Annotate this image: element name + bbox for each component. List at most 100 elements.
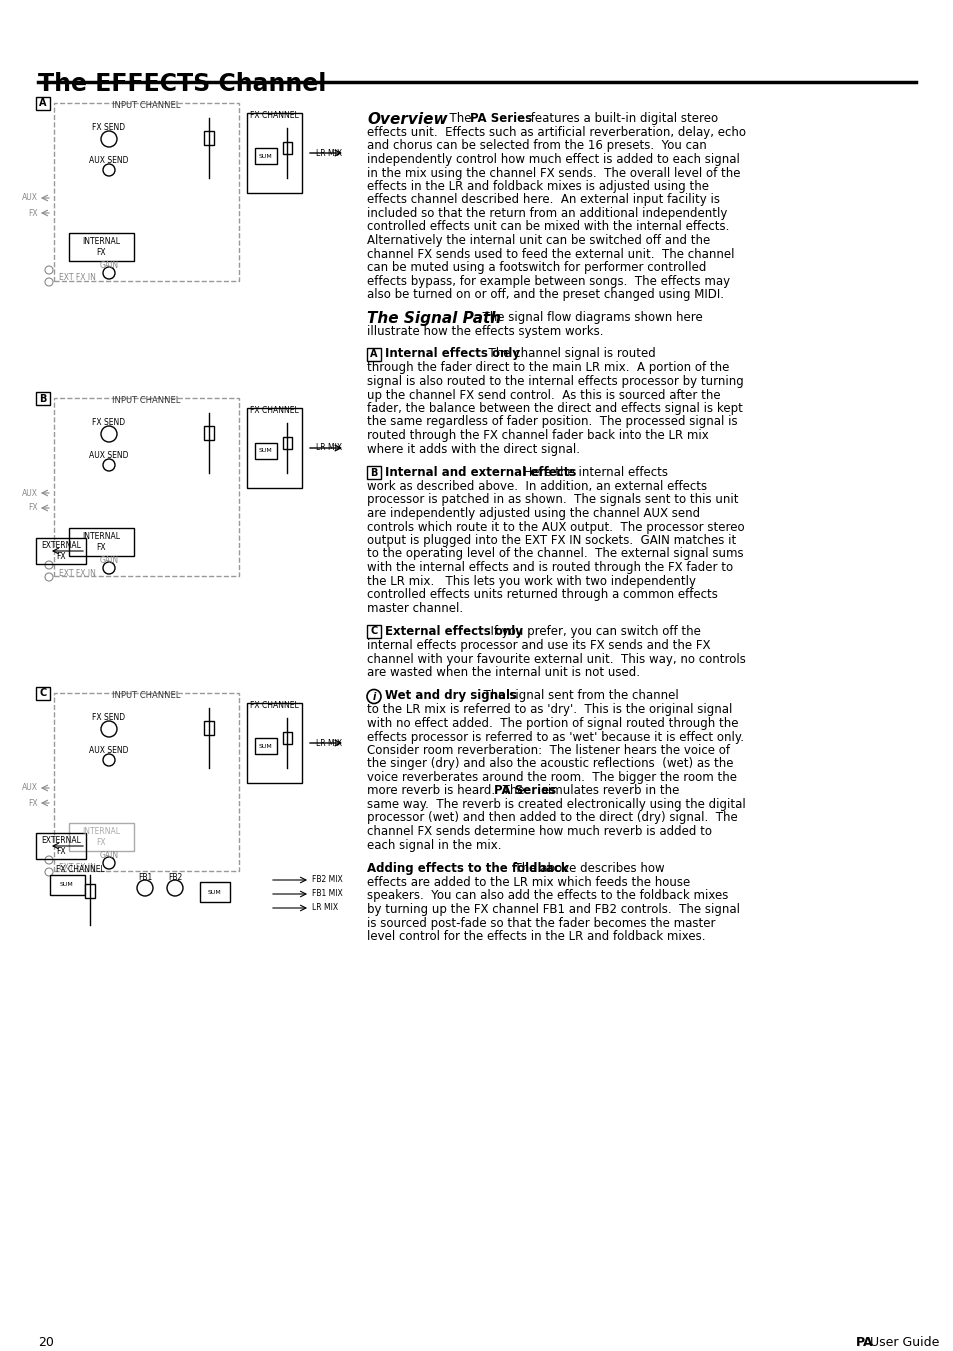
- Text: channel FX sends determine how much reverb is added to: channel FX sends determine how much reve…: [367, 825, 711, 838]
- Bar: [254, 738, 276, 754]
- Text: FX CHANNEL: FX CHANNEL: [250, 111, 298, 120]
- Circle shape: [167, 880, 183, 896]
- Circle shape: [101, 426, 117, 442]
- Text: AUX SEND: AUX SEND: [90, 451, 129, 459]
- Text: FB1 MIX: FB1 MIX: [312, 889, 342, 898]
- Text: FX: FX: [29, 504, 38, 512]
- Text: voice reverberates around the room.  The bigger the room the: voice reverberates around the room. The …: [367, 771, 737, 784]
- Text: more reverb is heard.  The: more reverb is heard. The: [367, 785, 528, 797]
- Text: LR MIX: LR MIX: [315, 149, 341, 158]
- Text: A: A: [39, 99, 47, 108]
- Text: EXTERNAL
FX: EXTERNAL FX: [41, 542, 81, 561]
- Text: B: B: [370, 467, 377, 477]
- Text: FX CHANNEL: FX CHANNEL: [55, 865, 104, 874]
- Bar: [254, 443, 276, 459]
- Text: The signal sent from the channel: The signal sent from the channel: [476, 689, 678, 703]
- Text: routed through the FX channel fader back into the LR mix: routed through the FX channel fader back…: [367, 430, 708, 442]
- Text: controls which route it to the AUX output.  The processor stereo: controls which route it to the AUX outpu…: [367, 520, 744, 534]
- Text: GAIN: GAIN: [99, 261, 118, 270]
- Bar: [283, 436, 292, 449]
- Text: INTERNAL
FX: INTERNAL FX: [82, 532, 120, 551]
- Circle shape: [103, 754, 115, 766]
- Bar: [54, 693, 239, 871]
- Text: PA Series: PA Series: [470, 112, 532, 126]
- Text: FX SEND: FX SEND: [92, 417, 126, 427]
- Bar: [204, 721, 213, 735]
- Text: through the fader direct to the main LR mix.  A portion of the: through the fader direct to the main LR …: [367, 362, 729, 374]
- Text: Internal and external effects: Internal and external effects: [385, 466, 576, 480]
- Bar: [69, 823, 133, 851]
- Text: up the channel FX send control.  As this is sourced after the: up the channel FX send control. As this …: [367, 389, 720, 401]
- Text: internal effects processor and use its FX sends and the FX: internal effects processor and use its F…: [367, 639, 710, 653]
- Circle shape: [103, 857, 115, 869]
- Text: fader, the balance between the direct and effects signal is kept: fader, the balance between the direct an…: [367, 403, 742, 415]
- Bar: [247, 113, 302, 193]
- Text: GAIN: GAIN: [99, 851, 118, 861]
- Bar: [36, 688, 50, 700]
- Text: controlled effects units returned through a common effects: controlled effects units returned throug…: [367, 588, 717, 601]
- Bar: [247, 408, 302, 488]
- Bar: [367, 466, 380, 480]
- Text: master channel.: master channel.: [367, 601, 462, 615]
- Text: INPUT CHANNEL: INPUT CHANNEL: [112, 101, 180, 109]
- Text: Internal effects only: Internal effects only: [385, 347, 519, 361]
- Bar: [36, 834, 86, 859]
- Text: the same regardless of fader position.  The processed signal is: the same regardless of fader position. T…: [367, 416, 737, 428]
- Text: Alternatively the internal unit can be switched off and the: Alternatively the internal unit can be s…: [367, 234, 709, 247]
- Text: EXT FX IN: EXT FX IN: [59, 273, 95, 282]
- Text: Wet and dry signals: Wet and dry signals: [385, 689, 517, 703]
- Circle shape: [101, 721, 117, 738]
- Text: FX SEND: FX SEND: [92, 713, 126, 721]
- Text: processor (wet) and then added to the direct (dry) signal.  The: processor (wet) and then added to the di…: [367, 812, 737, 824]
- Text: speakers.  You can also add the effects to the foldback mixes: speakers. You can also add the effects t…: [367, 889, 727, 902]
- Text: The above describes how: The above describes how: [506, 862, 664, 875]
- Text: FX CHANNEL: FX CHANNEL: [250, 701, 298, 711]
- Bar: [69, 232, 133, 261]
- Bar: [283, 142, 292, 154]
- Circle shape: [103, 459, 115, 471]
- Text: each signal in the mix.: each signal in the mix.: [367, 839, 501, 851]
- Text: to the LR mix is referred to as 'dry'.  This is the original signal: to the LR mix is referred to as 'dry'. T…: [367, 704, 732, 716]
- Text: effects in the LR and foldback mixes is adjusted using the: effects in the LR and foldback mixes is …: [367, 180, 708, 193]
- Text: signal is also routed to the internal effects processor by turning: signal is also routed to the internal ef…: [367, 376, 743, 388]
- Text: EXTERNAL
FX: EXTERNAL FX: [41, 836, 81, 855]
- Bar: [204, 426, 213, 440]
- Text: Consider room reverberation:  The listener hears the voice of: Consider room reverberation: The listene…: [367, 744, 729, 757]
- Text: features a built-in digital stereo: features a built-in digital stereo: [526, 112, 718, 126]
- Text: C: C: [39, 689, 47, 698]
- Text: independently control how much effect is added to each signal: independently control how much effect is…: [367, 153, 740, 166]
- Bar: [283, 732, 292, 744]
- Text: where it adds with the direct signal.: where it adds with the direct signal.: [367, 443, 579, 455]
- Bar: [200, 882, 230, 902]
- Text: B: B: [39, 393, 47, 404]
- Text: processor is patched in as shown.  The signals sent to this unit: processor is patched in as shown. The si…: [367, 493, 738, 507]
- Text: also be turned on or off, and the preset changed using MIDI.: also be turned on or off, and the preset…: [367, 288, 723, 301]
- Text: in the mix using the channel FX sends.  The overall level of the: in the mix using the channel FX sends. T…: [367, 166, 740, 180]
- Bar: [54, 399, 239, 576]
- Text: to the operating level of the channel.  The external signal sums: to the operating level of the channel. T…: [367, 547, 742, 561]
- Text: The EFFECTS Channel: The EFFECTS Channel: [38, 72, 326, 96]
- Text: can be muted using a footswitch for performer controlled: can be muted using a footswitch for perf…: [367, 261, 705, 274]
- Text: FX: FX: [29, 208, 38, 218]
- Text: with no effect added.  The portion of signal routed through the: with no effect added. The portion of sig…: [367, 717, 738, 730]
- Text: effects channel described here.  An external input facility is: effects channel described here. An exter…: [367, 193, 720, 207]
- Text: INPUT CHANNEL: INPUT CHANNEL: [112, 396, 180, 405]
- Text: Overview: Overview: [367, 112, 447, 127]
- Text: SUM: SUM: [259, 449, 273, 454]
- Text: FX SEND: FX SEND: [92, 123, 126, 132]
- Text: EXT FX IN: EXT FX IN: [59, 569, 95, 577]
- Circle shape: [103, 562, 115, 574]
- Text: the LR mix.   This lets you work with two independently: the LR mix. This lets you work with two …: [367, 574, 696, 588]
- Text: is sourced post-fade so that the fader becomes the master: is sourced post-fade so that the fader b…: [367, 916, 715, 929]
- Text: The Signal Path: The Signal Path: [367, 312, 500, 327]
- Text: AUX SEND: AUX SEND: [90, 155, 129, 165]
- Circle shape: [103, 267, 115, 280]
- Text: SUM: SUM: [259, 154, 273, 158]
- Bar: [54, 103, 239, 281]
- Text: level control for the effects in the LR and foldback mixes.: level control for the effects in the LR …: [367, 929, 705, 943]
- Text: by turning up the FX channel FB1 and FB2 controls.  The signal: by turning up the FX channel FB1 and FB2…: [367, 902, 740, 916]
- Text: effects are added to the LR mix which feeds the house: effects are added to the LR mix which fe…: [367, 875, 690, 889]
- Text: effects bypass, for example between songs.  The effects may: effects bypass, for example between song…: [367, 274, 729, 288]
- Text: FX: FX: [29, 798, 38, 808]
- Text: are independently adjusted using the channel AUX send: are independently adjusted using the cha…: [367, 507, 700, 520]
